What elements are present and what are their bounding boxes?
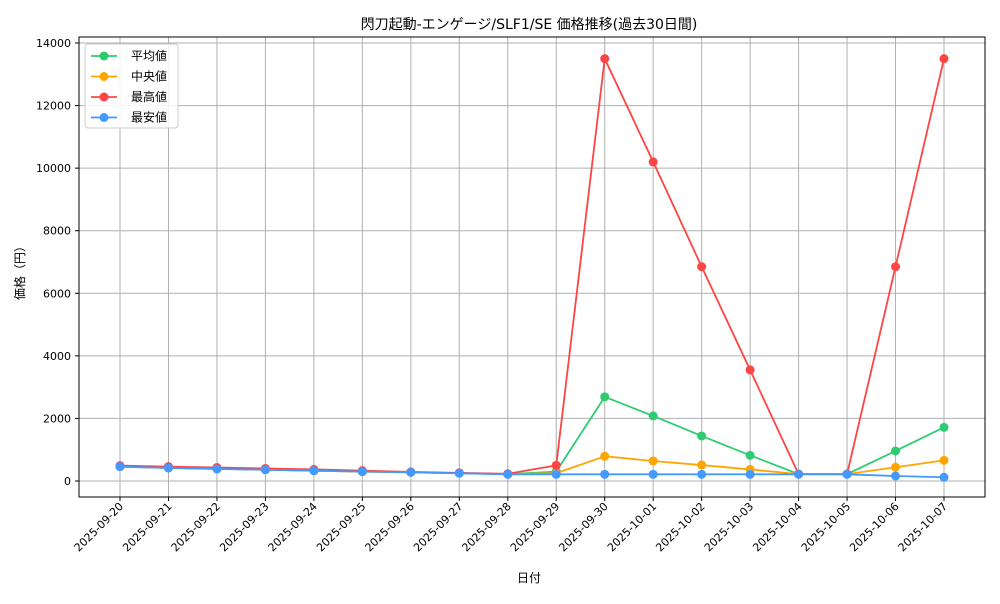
y-axis-label: 価格（円） (12, 240, 27, 300)
legend-label: 最高値 (131, 89, 167, 104)
data-point (842, 469, 852, 479)
data-point (357, 467, 367, 477)
legend-box (84, 43, 179, 129)
data-point (648, 469, 658, 479)
data-point (939, 472, 949, 482)
x-tick-label: 2025-09-20 (72, 500, 126, 554)
legend-marker (99, 51, 109, 61)
data-point (648, 456, 658, 466)
data-point (406, 467, 416, 477)
legend-marker (99, 92, 109, 102)
data-point (939, 455, 949, 465)
data-point (260, 465, 270, 475)
x-tick-label: 2025-10-02 (653, 500, 707, 554)
legend-label: 最安値 (131, 110, 167, 125)
data-point (551, 460, 561, 470)
x-tick-label: 2025-09-21 (120, 500, 174, 554)
x-tick-label: 2025-10-06 (847, 500, 901, 554)
legend-label: 中央値 (131, 69, 167, 84)
y-tick-label: 10000 (36, 162, 71, 175)
y-tick-label: 2000 (43, 412, 71, 425)
x-tick-label: 2025-10-03 (702, 500, 756, 554)
series-line-2 (119, 55, 945, 476)
x-tick-label: 2025-10-05 (799, 500, 853, 554)
data-point (745, 365, 755, 375)
y-tick-label: 14000 (36, 37, 71, 50)
x-tick-label: 2025-09-28 (459, 500, 513, 554)
chart-title: 閃刀起動-エンゲージ/SLF1/SE 価格推移(過去30日間) (361, 17, 698, 33)
data-point (551, 469, 561, 479)
data-point (745, 450, 755, 460)
data-point (600, 54, 610, 64)
data-point (745, 469, 755, 479)
data-point (939, 422, 949, 432)
y-tick-label: 12000 (36, 100, 71, 113)
legend-marker (99, 113, 109, 122)
data-point (891, 446, 901, 456)
data-point (939, 54, 949, 64)
x-tick-label: 2025-09-24 (266, 500, 320, 554)
x-tick-label: 2025-09-25 (314, 500, 368, 554)
data-point (600, 392, 610, 402)
series-line-1 (119, 455, 945, 476)
data-point (600, 451, 610, 461)
data-point (309, 466, 319, 476)
x-tick-label: 2025-10-04 (750, 500, 804, 554)
x-tick-label: 2025-10-01 (605, 500, 659, 554)
series-line-0 (119, 395, 945, 476)
x-axis-label: 日付 (517, 571, 541, 585)
data-point (891, 262, 901, 272)
series-line-3 (119, 465, 945, 479)
data-point (503, 469, 513, 479)
data-point (891, 471, 901, 481)
data-point (115, 462, 125, 472)
legend-label: 平均値 (131, 48, 167, 63)
x-tick-label: 2025-09-29 (508, 500, 562, 554)
y-tick-label: 4000 (43, 350, 71, 363)
data-point (697, 460, 707, 470)
data-point (697, 469, 707, 479)
plot-frame (78, 36, 986, 498)
data-point (648, 157, 658, 167)
x-tick-label: 2025-09-26 (363, 500, 417, 554)
data-point (648, 411, 658, 421)
y-tick-label: 8000 (43, 225, 71, 238)
data-point (454, 468, 464, 478)
x-tick-label: 2025-09-30 (556, 500, 610, 554)
data-point (697, 262, 707, 272)
x-tick-label: 2025-09-23 (217, 500, 271, 554)
y-tick-label: 0 (64, 475, 71, 488)
data-point (600, 469, 610, 479)
x-tick-label: 2025-10-07 (896, 500, 950, 554)
data-point (212, 464, 222, 474)
legend-marker (99, 72, 109, 81)
data-point (163, 463, 173, 473)
data-point (697, 431, 707, 441)
data-point (891, 462, 901, 472)
y-tick-label: 6000 (43, 287, 71, 300)
x-tick-label: 2025-09-22 (169, 500, 223, 554)
data-point (794, 469, 804, 479)
x-tick-label: 2025-09-27 (411, 500, 465, 554)
